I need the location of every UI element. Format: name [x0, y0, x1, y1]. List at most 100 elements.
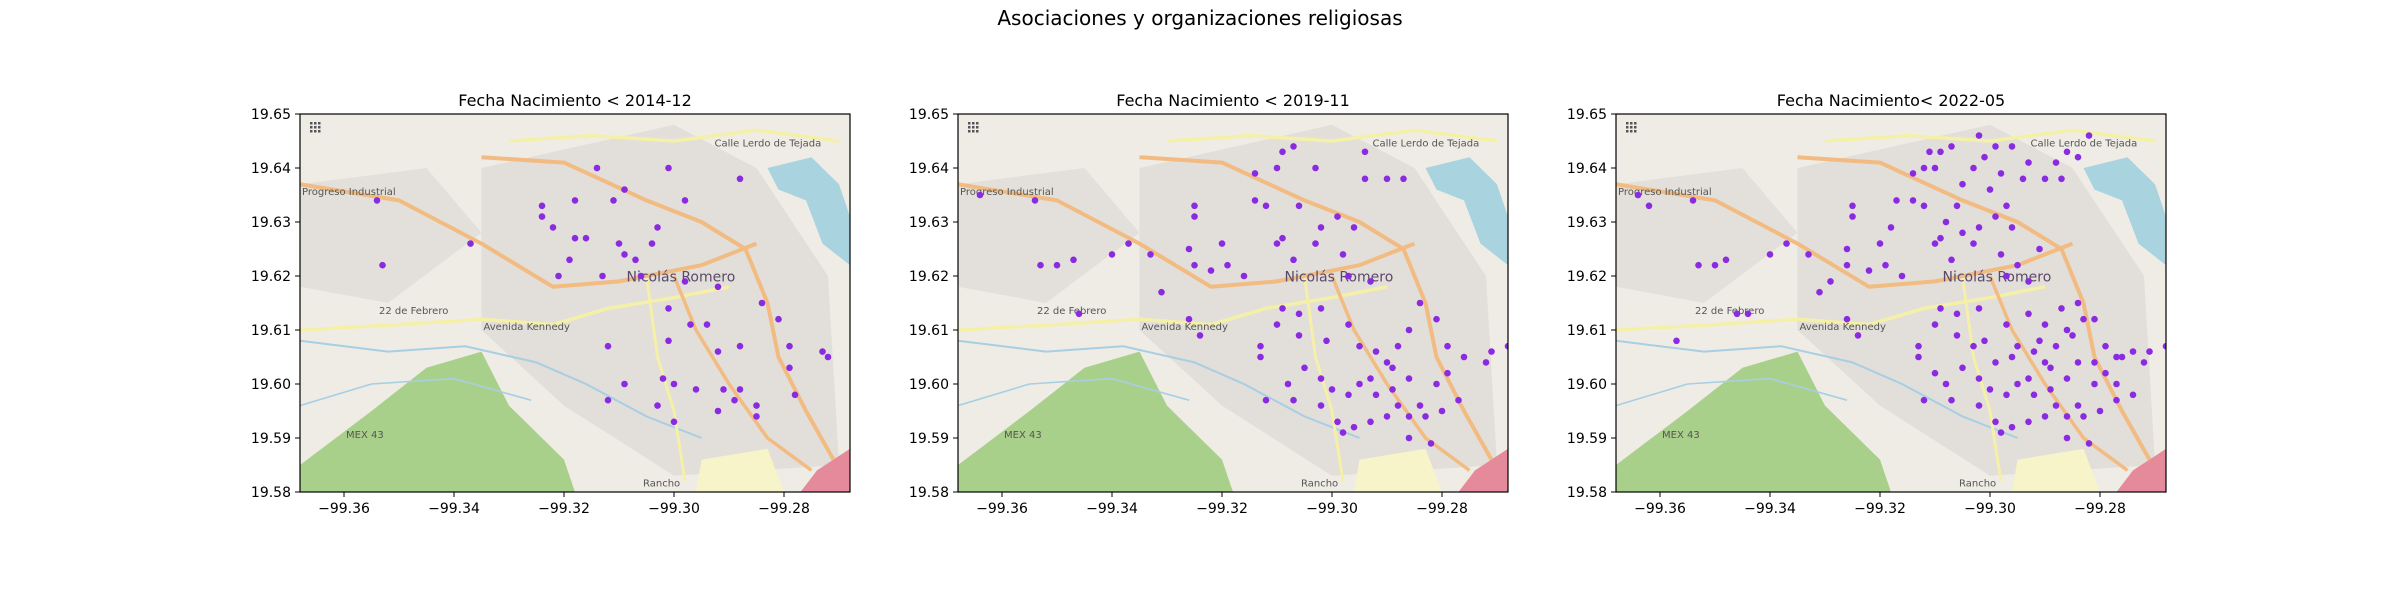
map-label: Progreso Industrial	[302, 187, 396, 198]
secondary-road	[300, 285, 730, 332]
map-label: Rancho	[1301, 479, 1338, 490]
data-point	[1284, 380, 1292, 388]
data-point	[2041, 359, 2049, 366]
data-point	[2080, 413, 2087, 420]
data-point	[2074, 359, 2082, 366]
data-point	[379, 261, 386, 269]
stream	[958, 377, 1190, 407]
data-point	[1942, 218, 1950, 226]
data-point	[1953, 310, 1961, 318]
data-point	[1367, 418, 1374, 426]
data-point	[714, 348, 722, 355]
data-point	[2129, 391, 2137, 399]
panel-title: Fecha Nacimiento < 2014-12	[458, 91, 692, 110]
data-point	[2041, 413, 2049, 420]
data-point	[2140, 359, 2148, 366]
data-point	[736, 342, 744, 350]
data-point	[1455, 396, 1462, 404]
data-point	[1279, 234, 1286, 242]
x-tick-label: −99.30	[1964, 501, 2016, 517]
data-point	[1849, 202, 1856, 210]
axes-frame	[1615, 113, 2167, 493]
data-point	[1849, 213, 1856, 220]
data-point	[1975, 402, 1983, 409]
data-point	[1975, 375, 1983, 382]
secondary-road	[508, 128, 840, 143]
data-point	[1339, 429, 1347, 436]
y-tick-label: 19.64	[1567, 161, 1607, 177]
data-point	[2047, 364, 2054, 372]
data-point	[1185, 245, 1193, 253]
data-point	[1405, 375, 1413, 382]
data-point	[1416, 402, 1424, 409]
data-point	[1394, 402, 1402, 409]
data-point	[1959, 180, 1966, 188]
data-point	[775, 315, 782, 323]
data-point	[1185, 315, 1193, 323]
data-point	[1970, 240, 1977, 247]
data-point	[648, 240, 656, 247]
data-point	[1893, 197, 1900, 204]
data-point	[1997, 429, 2005, 436]
data-point	[1997, 170, 2005, 177]
data-point	[1992, 213, 1999, 220]
park-area	[958, 351, 1233, 492]
data-point	[1317, 402, 1325, 409]
data-point	[2036, 245, 2043, 253]
data-point	[1383, 359, 1391, 366]
data-point	[1433, 380, 1440, 388]
data-point	[2052, 342, 2060, 350]
y-tick-label: 19.60	[909, 377, 949, 393]
y-tick-label: 19.61	[909, 323, 949, 339]
yellow-area	[1354, 448, 1442, 492]
data-point	[819, 348, 826, 355]
data-point	[571, 197, 579, 204]
data-point	[665, 305, 672, 312]
data-point	[1992, 359, 1999, 366]
x-tick-label: −99.34	[428, 501, 480, 517]
x-tick-label: −99.36	[318, 501, 370, 517]
data-point	[571, 234, 579, 242]
data-point	[1992, 418, 1999, 426]
data-point	[1317, 305, 1325, 312]
data-point	[1981, 153, 1988, 161]
secondary-road	[1166, 128, 1498, 143]
data-point	[1394, 342, 1402, 350]
stream	[1616, 339, 2018, 439]
data-point	[1312, 164, 1319, 172]
map-label: Nicolás Romero	[627, 269, 736, 285]
data-point	[1367, 278, 1374, 285]
x-tick-label: −99.30	[1306, 501, 1358, 517]
y-tick-label: 19.63	[251, 215, 291, 231]
y-tick-label: 19.59	[909, 431, 949, 447]
data-point	[1031, 197, 1039, 204]
data-point	[1273, 164, 1281, 172]
data-point	[786, 342, 793, 350]
data-point	[1816, 288, 1823, 296]
data-point	[1915, 342, 1922, 350]
data-point	[1339, 251, 1347, 258]
data-point	[1191, 202, 1198, 210]
data-point	[665, 164, 672, 172]
data-point	[1438, 407, 1446, 415]
data-point	[714, 283, 722, 291]
x-tick-label: −99.32	[1196, 501, 1248, 517]
data-point	[1909, 170, 1917, 177]
data-point	[1843, 245, 1851, 253]
data-point	[2080, 315, 2087, 323]
data-point	[2025, 375, 2032, 382]
y-tick-label: 19.58	[1567, 485, 1607, 501]
y-tick-label: 19.63	[909, 215, 949, 231]
park-area	[1616, 351, 1891, 492]
basemap: Progreso Industrial 22 de Febrero Avenida …	[300, 114, 850, 492]
data-point	[1634, 191, 1642, 199]
data-point	[637, 272, 645, 280]
data-point	[593, 164, 601, 172]
data-point	[1356, 380, 1363, 388]
data-point	[1898, 272, 1906, 280]
major-road	[958, 182, 1416, 289]
basemap: Progreso Industrial 22 de Febrero Avenida …	[958, 114, 1508, 492]
data-point	[1970, 342, 1977, 350]
y-tick-label: 19.59	[1567, 431, 1607, 447]
urban-area-west	[958, 168, 1140, 303]
